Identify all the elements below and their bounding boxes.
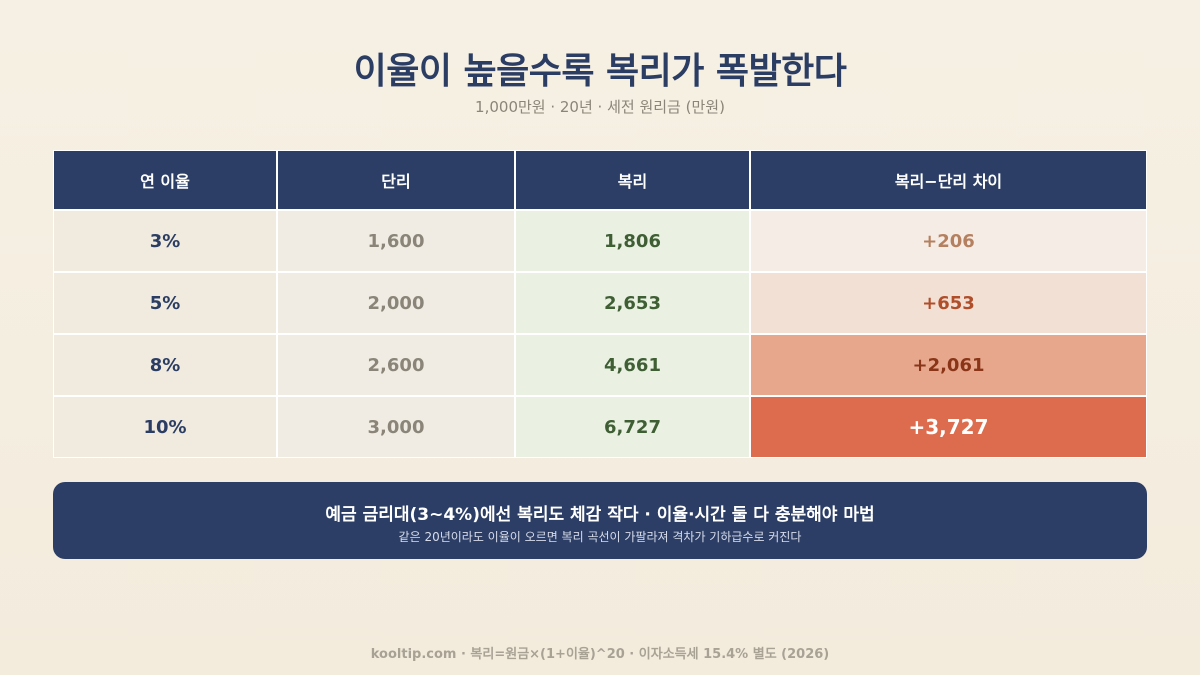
page-title: 이율이 높을수록 복리가 폭발한다 — [353, 51, 847, 92]
column-header-simple: 단리 — [277, 150, 515, 210]
rate-cell: 10% — [53, 396, 277, 458]
simple-interest-cell: 2,000 — [277, 272, 515, 334]
compound-interest-cell: 4,661 — [515, 334, 750, 396]
table-row: 5% 2,000 2,653 +653 — [53, 272, 1147, 334]
comparison-table: 연 이율 단리 복리 복리−단리 차이 3% 1,600 1,806 +206 5% 2,… — [53, 150, 1147, 458]
table-row: 10% 3,000 6,727 +3,727 — [53, 396, 1147, 458]
compound-interest-cell: 1,806 — [515, 210, 750, 272]
difference-cell: +653 — [750, 272, 1147, 334]
table-row: 3% 1,600 1,806 +206 — [53, 210, 1147, 272]
simple-interest-cell: 1,600 — [277, 210, 515, 272]
table-header-row: 연 이율 단리 복리 복리−단리 차이 — [53, 150, 1147, 210]
banner-main-text: 예금 금리대(3~4%)에선 복리도 체감 작다 · 이율·시간 둘 다 충분해… — [325, 505, 875, 525]
rate-cell: 5% — [53, 272, 277, 334]
rate-cell: 8% — [53, 334, 277, 396]
simple-interest-cell: 3,000 — [277, 396, 515, 458]
table-body: 3% 1,600 1,806 +206 5% 2,000 2,653 +653 8% 2,600 4… — [53, 210, 1147, 458]
column-header-diff: 복리−단리 차이 — [750, 150, 1147, 210]
footer-note: kooltip.com · 복리=원금×(1+이율)^20 · 이자소득세 15… — [370, 647, 830, 662]
page-subtitle: 1,000만원 · 20년 · 세전 원리금 (만원) — [475, 98, 725, 116]
difference-cell: +2,061 — [750, 334, 1147, 396]
difference-cell: +3,727 — [750, 396, 1147, 458]
simple-interest-cell: 2,600 — [277, 334, 515, 396]
compound-interest-cell: 6,727 — [515, 396, 750, 458]
compound-interest-cell: 2,653 — [515, 272, 750, 334]
insight-banner: 예금 금리대(3~4%)에선 복리도 체감 작다 · 이율·시간 둘 다 충분해… — [53, 482, 1147, 559]
banner-sub-text: 같은 20년이라도 이율이 오르면 복리 곡선이 가팔라져 격차가 기하급수로 … — [398, 530, 802, 544]
column-header-rate: 연 이율 — [53, 150, 277, 210]
difference-cell: +206 — [750, 210, 1147, 272]
rate-cell: 3% — [53, 210, 277, 272]
table-row: 8% 2,600 4,661 +2,061 — [53, 334, 1147, 396]
column-header-compound: 복리 — [515, 150, 750, 210]
